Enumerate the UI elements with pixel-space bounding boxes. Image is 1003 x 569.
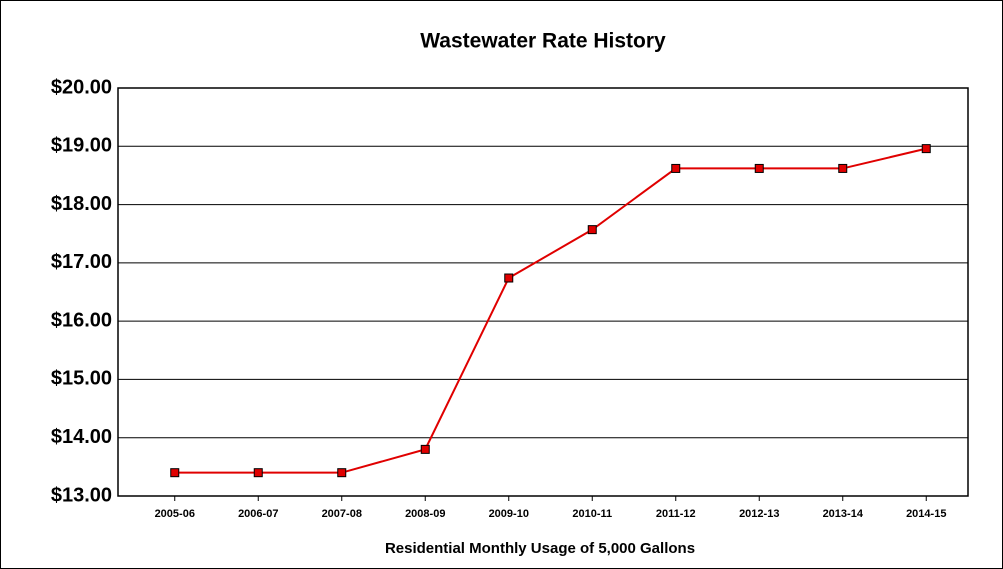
- y-tick-label: $18.00: [51, 193, 112, 215]
- data-point: [253, 468, 263, 478]
- y-tick-label: $16.00: [51, 309, 112, 331]
- x-tick-label: 2014-15: [906, 508, 946, 520]
- x-tick-label: 2005-06: [155, 508, 195, 520]
- y-tick-label: $20.00: [51, 76, 112, 98]
- x-tick-label: 2007-08: [322, 508, 362, 520]
- x-tick-label: 2009-10: [489, 508, 529, 520]
- x-tick-label: 2010-11: [572, 508, 612, 520]
- data-point: [671, 163, 681, 173]
- data-point: [587, 225, 597, 235]
- y-tick-label: $15.00: [51, 368, 112, 390]
- x-axis-label: Residential Monthly Usage of 5,000 Gallo…: [385, 540, 695, 557]
- data-line: [174, 147, 927, 474]
- x-tick-label: 2008-09: [405, 508, 445, 520]
- x-tick-label: 2013-14: [823, 508, 864, 520]
- data-point: [921, 144, 931, 154]
- data-point: [337, 468, 347, 478]
- y-tick-label: $14.00: [51, 426, 112, 448]
- y-tick-label: $13.00: [51, 484, 112, 506]
- data-point: [838, 163, 848, 173]
- y-tick-label: $19.00: [51, 135, 112, 157]
- x-tick-label: 2012-13: [739, 508, 779, 520]
- data-point: [504, 273, 514, 283]
- plot-border: [117, 87, 969, 497]
- data-point: [754, 163, 764, 173]
- data-point: [170, 468, 180, 478]
- x-tick-label: 2006-07: [238, 508, 278, 520]
- chart-title: Wastewater Rate History: [420, 30, 666, 53]
- data-point: [420, 444, 430, 454]
- y-tick-label: $17.00: [51, 251, 112, 273]
- x-tick-label: 2011-12: [656, 508, 696, 520]
